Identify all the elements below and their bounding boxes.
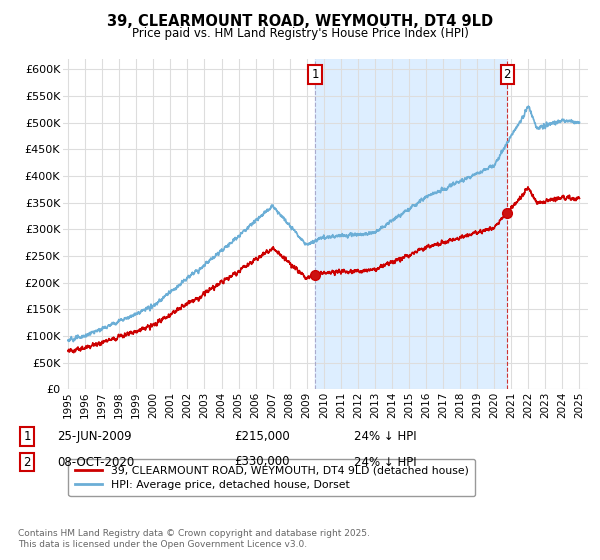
Text: 2: 2 — [23, 455, 31, 469]
Text: 24% ↓ HPI: 24% ↓ HPI — [354, 430, 416, 444]
Text: £215,000: £215,000 — [234, 430, 290, 444]
Text: 2: 2 — [503, 68, 511, 81]
Text: £330,000: £330,000 — [234, 455, 290, 469]
Text: Contains HM Land Registry data © Crown copyright and database right 2025.
This d: Contains HM Land Registry data © Crown c… — [18, 529, 370, 549]
Text: 39, CLEARMOUNT ROAD, WEYMOUTH, DT4 9LD: 39, CLEARMOUNT ROAD, WEYMOUTH, DT4 9LD — [107, 14, 493, 29]
Text: Price paid vs. HM Land Registry's House Price Index (HPI): Price paid vs. HM Land Registry's House … — [131, 27, 469, 40]
Text: 24% ↓ HPI: 24% ↓ HPI — [354, 455, 416, 469]
Text: 1: 1 — [311, 68, 319, 81]
Text: 1: 1 — [23, 430, 31, 444]
Text: 25-JUN-2009: 25-JUN-2009 — [57, 430, 131, 444]
Text: 08-OCT-2020: 08-OCT-2020 — [57, 455, 134, 469]
Bar — [315, 59, 508, 389]
Legend: 39, CLEARMOUNT ROAD, WEYMOUTH, DT4 9LD (detached house), HPI: Average price, det: 39, CLEARMOUNT ROAD, WEYMOUTH, DT4 9LD (… — [68, 459, 475, 496]
